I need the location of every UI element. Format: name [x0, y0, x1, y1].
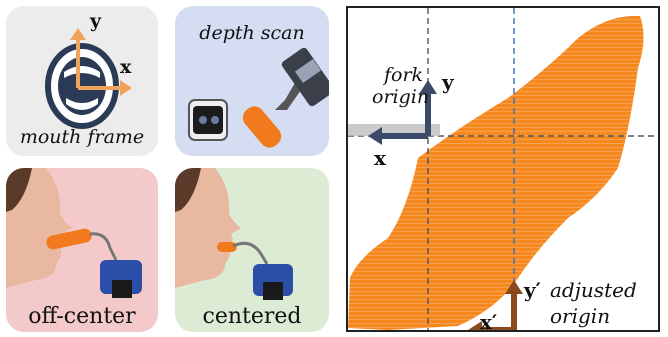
off-center-panel: off-center — [6, 168, 158, 332]
adjusted-origin-label-2: origin — [550, 304, 611, 328]
mouth-frame-caption: mouth frame — [19, 126, 145, 148]
adjusted-origin-label-1: adjusted — [550, 278, 637, 302]
mouth-y-label: y — [90, 10, 102, 32]
depth-scan-panel: depth scan — [175, 6, 329, 156]
mouth-icon — [45, 28, 132, 129]
mouth-frame-panel: y x mouth frame — [6, 6, 158, 156]
point-cloud-panel: fork origin y x y′ x′ adjusted origin — [346, 6, 660, 332]
fork-origin-label-1: fork — [384, 64, 424, 86]
depth-scan-illustration — [188, 47, 329, 148]
centered-photo — [175, 168, 293, 300]
mouth-x-label: x — [120, 56, 132, 78]
off-center-photo — [6, 168, 142, 298]
adjusted-y-label: y′ — [524, 278, 541, 302]
fork-y-label: y — [442, 70, 454, 94]
point-cloud-illustration — [348, 8, 658, 330]
fork-origin-label-2: origin — [372, 86, 430, 108]
centered-caption: centered — [202, 304, 302, 329]
adjusted-x-label: x′ — [480, 310, 498, 332]
point-cloud-shape — [348, 15, 644, 330]
depth-scan-caption: depth scan — [199, 22, 305, 44]
fork-x-label: x — [374, 146, 386, 170]
off-center-caption: off-center — [28, 304, 136, 329]
centered-panel: centered — [175, 168, 329, 332]
